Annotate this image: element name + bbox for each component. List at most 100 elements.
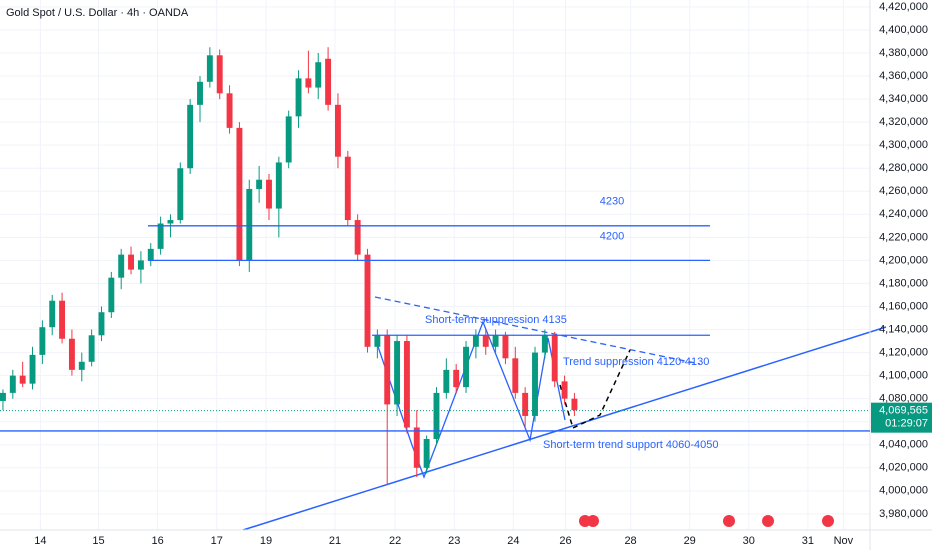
candle-body bbox=[325, 58, 332, 105]
y-tick-label: 4,320,000 bbox=[879, 116, 928, 128]
candle-body bbox=[305, 78, 312, 88]
y-tick-label: 4,340,000 bbox=[879, 93, 928, 105]
y-tick-label: 4,020,000 bbox=[879, 462, 928, 474]
level-label: 4200 bbox=[600, 230, 624, 242]
candle-body bbox=[285, 116, 292, 163]
y-tick-label: 4,380,000 bbox=[879, 47, 928, 59]
y-tick-label: 4,180,000 bbox=[879, 277, 928, 289]
projection-path bbox=[559, 349, 631, 430]
x-tick-label: 15 bbox=[92, 535, 104, 547]
candle-body bbox=[216, 55, 223, 94]
candle-body bbox=[88, 335, 95, 362]
x-tick-label: 28 bbox=[624, 535, 636, 547]
event-icon[interactable] bbox=[587, 515, 599, 527]
candles bbox=[0, 47, 578, 486]
y-tick-label: 4,140,000 bbox=[879, 323, 928, 335]
candle-body bbox=[118, 254, 125, 278]
x-tick-label: Nov bbox=[834, 535, 854, 547]
last-price-label: 4,069,565 bbox=[879, 405, 928, 417]
x-tick-label: 29 bbox=[684, 535, 696, 547]
y-tick-label: 4,000,000 bbox=[879, 485, 928, 497]
candle-body bbox=[354, 220, 361, 255]
candle-body bbox=[384, 335, 391, 405]
candle-body bbox=[423, 438, 430, 468]
candle-body bbox=[19, 375, 26, 384]
x-tick-label: 21 bbox=[329, 535, 341, 547]
candle-body bbox=[443, 369, 450, 393]
grid bbox=[0, 0, 870, 530]
trend-support-line bbox=[242, 326, 887, 531]
y-tick-label: 4,260,000 bbox=[879, 185, 928, 197]
trend-suppression-line bbox=[374, 296, 701, 365]
candle-body bbox=[413, 427, 420, 468]
x-tick-label: 14 bbox=[34, 535, 46, 547]
x-tick-label: 23 bbox=[448, 535, 460, 547]
candle-body bbox=[364, 254, 371, 347]
countdown: 01:29:07 bbox=[885, 418, 928, 430]
last-price-tag bbox=[871, 402, 932, 433]
candle-body bbox=[394, 341, 401, 405]
candle-body bbox=[403, 341, 410, 428]
candle-body bbox=[0, 392, 6, 401]
y-tick-label: 4,160,000 bbox=[879, 300, 928, 312]
candle-body bbox=[78, 361, 85, 370]
x-tick-label: 26 bbox=[559, 535, 571, 547]
candle-body bbox=[463, 346, 469, 388]
candle-body bbox=[266, 179, 272, 209]
candle-body bbox=[187, 104, 194, 169]
y-tick-label: 4,280,000 bbox=[879, 162, 928, 174]
drawings bbox=[242, 296, 887, 531]
candle-body bbox=[295, 78, 302, 117]
level-label: 4230 bbox=[600, 196, 624, 208]
candle-body bbox=[256, 179, 263, 189]
level-label: Short-term trend support 4060-4050 bbox=[543, 439, 719, 451]
y-tick-label: 4,080,000 bbox=[879, 393, 928, 405]
candle-body bbox=[29, 354, 36, 384]
x-tick-label: 17 bbox=[211, 535, 223, 547]
candle-body bbox=[561, 381, 568, 399]
candle-body bbox=[472, 335, 479, 347]
candle-body bbox=[39, 327, 46, 355]
x-tick-label: 22 bbox=[389, 535, 401, 547]
level-label: Short-term suppression 4135 bbox=[425, 314, 567, 326]
candle-body bbox=[167, 220, 174, 224]
candle-body bbox=[344, 156, 351, 221]
candle-body bbox=[551, 335, 558, 382]
candle-body bbox=[571, 398, 578, 411]
y-tick-label: 4,100,000 bbox=[879, 370, 928, 382]
candle-body bbox=[492, 335, 499, 347]
y-tick-label: 4,360,000 bbox=[879, 70, 928, 82]
candle-body bbox=[482, 335, 489, 347]
y-tick-label: 4,220,000 bbox=[879, 231, 928, 243]
candle-body bbox=[59, 300, 66, 339]
candle-body bbox=[197, 81, 203, 105]
candle-body bbox=[275, 162, 282, 209]
y-tick-label: 3,980,000 bbox=[879, 508, 928, 520]
event-icon[interactable] bbox=[822, 515, 834, 527]
annotation: Trend suppression 4120-4130 bbox=[563, 356, 709, 368]
x-tick-label: 30 bbox=[743, 535, 755, 547]
candle-body bbox=[157, 223, 164, 249]
candle-body bbox=[541, 335, 548, 353]
x-tick-label: 24 bbox=[507, 535, 519, 547]
candle-body bbox=[512, 358, 519, 393]
candle-body bbox=[334, 104, 341, 157]
y-tick-label: 4,240,000 bbox=[879, 208, 928, 220]
x-tick-label: 16 bbox=[152, 535, 164, 547]
candle-body bbox=[128, 254, 134, 270]
candle-body bbox=[108, 277, 115, 313]
candle-body bbox=[147, 248, 154, 261]
candle-body bbox=[226, 93, 233, 128]
event-icon[interactable] bbox=[723, 515, 735, 527]
candle-body bbox=[98, 312, 105, 336]
candle-body bbox=[315, 62, 322, 88]
candle-body bbox=[68, 338, 75, 370]
event-icon[interactable] bbox=[762, 515, 774, 527]
x-tick-label: 19 bbox=[260, 535, 272, 547]
candle-body bbox=[49, 300, 56, 328]
y-tick-label: 4,200,000 bbox=[879, 254, 928, 266]
candle-body bbox=[137, 260, 144, 270]
chart-title: Gold Spot / U.S. Dollar · 4h · OANDA bbox=[6, 7, 189, 19]
candle-body bbox=[206, 55, 213, 82]
